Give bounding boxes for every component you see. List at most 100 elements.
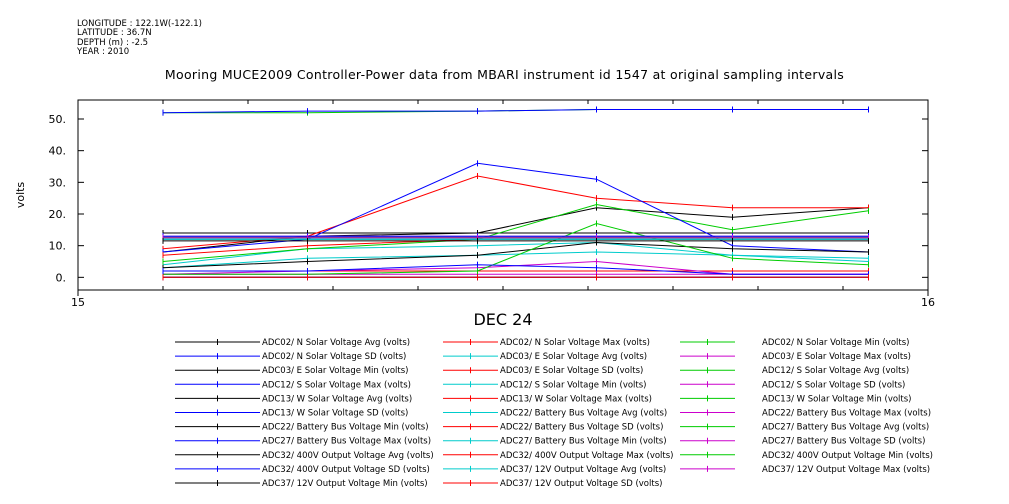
legend-item: ADC12/ S Solar Voltage Min (volts): [443, 380, 647, 390]
legend-label: ADC32/ 400V Output Voltage SD (volts): [262, 465, 430, 475]
series-3: [162, 106, 869, 116]
legend-item: ADC02/ N Solar Voltage SD (volts): [175, 352, 406, 362]
series-line: [162, 251, 869, 269]
metadata-block: LONGITUDE : 122.1W(-122.1) LATITUDE : 36…: [77, 19, 202, 57]
legend-label: ADC32/ 400V Output Voltage Max (volts): [500, 451, 674, 461]
legend-label: ADC13/ W Solar Voltage Min (volts): [762, 394, 912, 404]
legend-label: ADC22/ Battery Bus Voltage SD (volts): [500, 423, 663, 433]
legend-label: ADC03/ E Solar Voltage SD (volts): [500, 366, 643, 376]
legend-item: ADC32/ 400V Output Voltage Avg (volts): [175, 451, 434, 461]
legend-item: ADC27/ Battery Bus Voltage Max (volts): [175, 437, 431, 447]
legend-item: ADC13/ W Solar Voltage Min (volts): [680, 394, 912, 404]
legend-item: ADC22/ Battery Bus Voltage Min (volts): [175, 423, 429, 433]
legend-label: ADC12/ S Solar Voltage Avg (volts): [762, 366, 909, 376]
legend-item: ADC32/ 400V Output Voltage SD (volts): [175, 465, 430, 475]
y-axis: 0. 10. 20. 30. 40. 50.: [49, 113, 928, 284]
series-line: [163, 222, 869, 275]
legend-item: ADC22/ Battery Bus Voltage SD (volts): [443, 423, 663, 433]
legend-label: ADC13/ W Solar Voltage Avg (volts): [262, 394, 412, 404]
legend-item: ADC37/ 12V Output Voltage Avg (volts): [443, 465, 666, 475]
series-15: [162, 261, 869, 278]
legend-item: ADC02/ N Solar Voltage Max (volts): [443, 338, 650, 348]
legend-label: ADC03/ E Solar Voltage Max (volts): [762, 352, 911, 362]
legend-label: ADC37/ 12V Output Voltage SD (volts): [500, 479, 662, 489]
legend-item: ADC03/ E Solar Voltage Min (volts): [175, 366, 408, 376]
legend-label: ADC37/ 12V Output Voltage Max (volts): [762, 465, 930, 475]
legend-item: ADC27/ Battery Bus Voltage Avg (volts): [680, 423, 929, 433]
y-tick-label: 10.: [49, 240, 67, 253]
latitude-text: LATITUDE : 36.7N: [77, 28, 152, 39]
legend: ADC02/ N Solar Voltage Avg (volts) ADC02/…: [175, 338, 933, 489]
series-30: [162, 237, 869, 244]
legend-label: ADC22/ Battery Bus Voltage Min (volts): [262, 423, 429, 433]
legend-label: ADC27/ Battery Bus Voltage SD (volts): [762, 437, 925, 447]
legend-item: ADC22/ Battery Bus Voltage Avg (volts): [443, 409, 667, 419]
legend-item: ADC37/ 12V Output Voltage SD (volts): [443, 479, 662, 489]
series-14: [162, 220, 869, 278]
series-7: [162, 173, 869, 252]
series-31: [162, 274, 869, 281]
legend-item: ADC37/ 12V Output Voltage Min (volts): [175, 479, 428, 489]
x-tick-label: 15: [71, 296, 85, 309]
legend-label: ADC13/ W Solar Voltage Max (volts): [500, 394, 652, 404]
depth-text: DEPTH (m) : -2.5: [77, 37, 149, 48]
year-text: YEAR : 2010: [77, 46, 130, 57]
x-tick-label: 16: [921, 296, 935, 309]
legend-item: ADC12/ S Solar Voltage SD (volts): [680, 380, 905, 390]
legend-label: ADC27/ Battery Bus Voltage Max (volts): [262, 437, 431, 447]
legend-label: ADC27/ Battery Bus Voltage Avg (volts): [762, 423, 929, 433]
legend-label: ADC12/ S Solar Voltage Min (volts): [500, 380, 647, 390]
legend-label: ADC37/ 12V Output Voltage Min (volts): [262, 479, 428, 489]
y-tick-label: 30.: [49, 176, 67, 189]
legend-label: ADC13/ W Solar Voltage SD (volts): [262, 409, 408, 419]
y-axis-label: volts: [14, 182, 27, 209]
legend-item: ADC02/ N Solar Voltage Avg (volts): [175, 338, 410, 348]
legend-label: ADC37/ 12V Output Voltage Avg (volts): [500, 465, 666, 475]
y-tick-label: 40.: [49, 145, 67, 158]
legend-item: ADC27/ Battery Bus Voltage SD (volts): [680, 437, 925, 447]
series-line: [163, 264, 869, 275]
x-axis-label: DEC 24: [473, 310, 532, 329]
legend-label: ADC02/ N Solar Voltage Min (volts): [762, 338, 909, 348]
legend-label: ADC02/ N Solar Voltage Avg (volts): [262, 338, 410, 348]
legend-label: ADC12/ S Solar Voltage Max (volts): [262, 380, 411, 390]
x-axis: 15 16: [71, 100, 935, 309]
legend-item: ADC37/ 12V Output Voltage Max (volts): [680, 465, 930, 475]
legend-item: ADC03/ E Solar Voltage Max (volts): [680, 352, 911, 362]
legend-label: ADC12/ S Solar Voltage SD (volts): [762, 380, 905, 390]
legend-label: ADC02/ N Solar Voltage SD (volts): [262, 352, 406, 362]
legend-item: ADC32/ 400V Output Voltage Max (volts): [443, 451, 674, 461]
legend-item: ADC13/ W Solar Voltage Avg (volts): [175, 394, 412, 404]
legend-item: ADC03/ E Solar Voltage Avg (volts): [443, 352, 647, 362]
chart-title: Mooring MUCE2009 Controller-Power data f…: [164, 67, 845, 82]
legend-item: ADC22/ Battery Bus Voltage Max (volts): [680, 409, 931, 419]
legend-item: ADC32/ 400V Output Voltage Min (volts): [680, 451, 933, 461]
series-line: [162, 241, 869, 269]
legend-item: ADC13/ W Solar Voltage Max (volts): [443, 394, 652, 404]
legend-label: ADC02/ N Solar Voltage Max (volts): [500, 338, 650, 348]
series-line: [162, 207, 869, 253]
y-tick-label: 20.: [49, 208, 67, 221]
series-line: [162, 162, 869, 253]
legend-item: ADC12/ S Solar Voltage Avg (volts): [680, 366, 909, 376]
legend-label: ADC22/ Battery Bus Voltage Max (volts): [762, 409, 931, 419]
y-tick-label: 50.: [49, 113, 67, 126]
longitude-text: LONGITUDE : 122.1W(-122.1): [77, 19, 202, 29]
legend-label: ADC27/ Battery Bus Voltage Min (volts): [500, 437, 667, 447]
series-lines: [162, 106, 869, 281]
series-0: [162, 230, 869, 236]
legend-label: ADC03/ E Solar Voltage Min (volts): [262, 366, 408, 376]
legend-item: ADC12/ S Solar Voltage Max (volts): [175, 380, 411, 390]
legend-item: ADC03/ E Solar Voltage SD (volts): [443, 366, 643, 376]
legend-item: ADC27/ Battery Bus Voltage Min (volts): [443, 437, 667, 447]
y-tick-label: 0.: [56, 271, 67, 284]
legend-label: ADC32/ 400V Output Voltage Min (volts): [762, 451, 933, 461]
series-line: [162, 241, 869, 266]
legend-label: ADC03/ E Solar Voltage Avg (volts): [500, 352, 647, 362]
legend-label: ADC32/ 400V Output Voltage Avg (volts): [262, 451, 434, 461]
series-line: [162, 203, 869, 262]
legend-label: ADC22/ Battery Bus Voltage Avg (volts): [500, 409, 667, 419]
legend-item: ADC02/ N Solar Voltage Min (volts): [680, 338, 909, 348]
legend-item: ADC13/ W Solar Voltage SD (volts): [175, 409, 408, 419]
